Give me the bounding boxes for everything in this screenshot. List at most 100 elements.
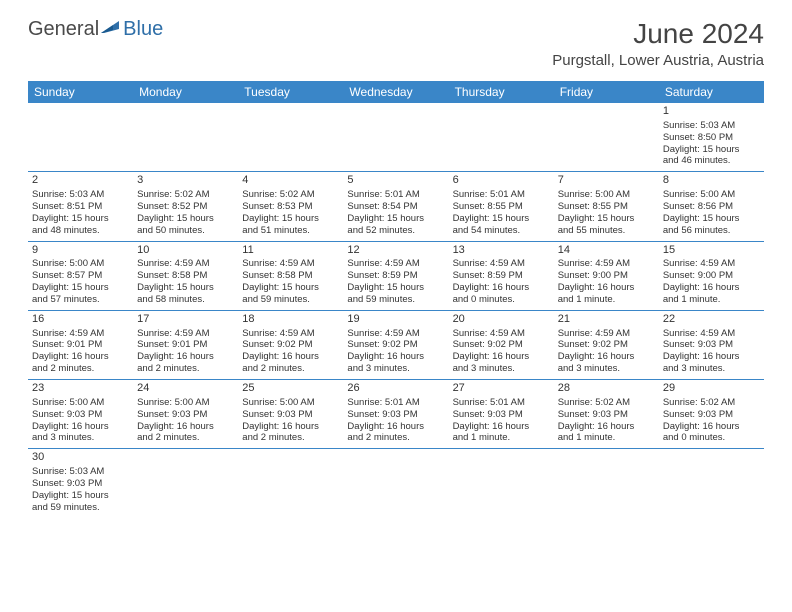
day-info-line: and 52 minutes. xyxy=(347,225,444,237)
day-info-line: and 51 minutes. xyxy=(242,225,339,237)
day-info-line: and 2 minutes. xyxy=(347,432,444,444)
day-info-line: Sunset: 8:54 PM xyxy=(347,201,444,213)
day-info-line: Sunrise: 5:01 AM xyxy=(453,189,550,201)
day-info-line: Daylight: 16 hours xyxy=(242,421,339,433)
day-number: 25 xyxy=(242,382,339,396)
day-cell: 22Sunrise: 4:59 AMSunset: 9:03 PMDayligh… xyxy=(659,311,764,379)
day-info-line: and 2 minutes. xyxy=(242,363,339,375)
day-info-line: Sunrise: 4:59 AM xyxy=(347,258,444,270)
day-number: 10 xyxy=(137,244,234,258)
day-info-line: and 46 minutes. xyxy=(663,155,760,167)
day-info-line: Daylight: 16 hours xyxy=(663,421,760,433)
page-title: June 2024 xyxy=(552,18,764,50)
logo-text-general: General xyxy=(28,18,99,41)
day-info-line: Sunrise: 5:02 AM xyxy=(242,189,339,201)
day-number: 17 xyxy=(137,313,234,327)
day-number: 1 xyxy=(663,105,760,119)
day-info-line: Sunset: 8:51 PM xyxy=(32,201,129,213)
day-cell: 6Sunrise: 5:01 AMSunset: 8:55 PMDaylight… xyxy=(449,172,554,240)
day-info-line: Sunset: 8:56 PM xyxy=(663,201,760,213)
day-cell: 28Sunrise: 5:02 AMSunset: 9:03 PMDayligh… xyxy=(554,380,659,448)
day-info-line: Sunrise: 4:59 AM xyxy=(242,328,339,340)
day-info-line: Sunset: 9:02 PM xyxy=(347,339,444,351)
day-info-line: Sunrise: 4:59 AM xyxy=(242,258,339,270)
day-info-line: Daylight: 15 hours xyxy=(558,213,655,225)
day-cell: 1Sunrise: 5:03 AMSunset: 8:50 PMDaylight… xyxy=(659,103,764,171)
week-row: 30Sunrise: 5:03 AMSunset: 9:03 PMDayligh… xyxy=(28,449,764,517)
day-cell: 8Sunrise: 5:00 AMSunset: 8:56 PMDaylight… xyxy=(659,172,764,240)
day-info-line: Sunrise: 5:03 AM xyxy=(32,189,129,201)
day-info-line: Daylight: 16 hours xyxy=(558,282,655,294)
day-info-line: Sunset: 9:03 PM xyxy=(663,409,760,421)
day-info-line: Sunrise: 5:01 AM xyxy=(347,189,444,201)
day-info-line: Sunset: 9:03 PM xyxy=(453,409,550,421)
day-info-line: Sunset: 8:53 PM xyxy=(242,201,339,213)
day-info-line: Daylight: 15 hours xyxy=(453,213,550,225)
logo-text-blue: Blue xyxy=(123,18,163,41)
day-info-line: Sunset: 9:03 PM xyxy=(663,339,760,351)
day-info-line: Sunrise: 4:59 AM xyxy=(558,258,655,270)
day-info-line: and 55 minutes. xyxy=(558,225,655,237)
day-info-line: Daylight: 15 hours xyxy=(137,213,234,225)
day-info-line: Daylight: 16 hours xyxy=(347,351,444,363)
day-info-line: and 48 minutes. xyxy=(32,225,129,237)
day-info-line: Sunset: 9:02 PM xyxy=(242,339,339,351)
week-row: 16Sunrise: 4:59 AMSunset: 9:01 PMDayligh… xyxy=(28,311,764,380)
day-cell: 15Sunrise: 4:59 AMSunset: 9:00 PMDayligh… xyxy=(659,242,764,310)
empty-cell xyxy=(238,449,343,517)
day-cell: 25Sunrise: 5:00 AMSunset: 9:03 PMDayligh… xyxy=(238,380,343,448)
day-info-line: Sunrise: 5:03 AM xyxy=(663,120,760,132)
day-info-line: and 3 minutes. xyxy=(558,363,655,375)
day-info-line: and 2 minutes. xyxy=(32,363,129,375)
day-number: 18 xyxy=(242,313,339,327)
day-header-saturday: Saturday xyxy=(659,81,764,103)
day-info-line: Sunrise: 5:03 AM xyxy=(32,466,129,478)
day-info-line: Sunrise: 4:59 AM xyxy=(453,258,550,270)
day-info-line: and 1 minute. xyxy=(453,432,550,444)
day-cell: 9Sunrise: 5:00 AMSunset: 8:57 PMDaylight… xyxy=(28,242,133,310)
day-info-line: Daylight: 15 hours xyxy=(663,144,760,156)
day-info-line: Daylight: 15 hours xyxy=(32,213,129,225)
day-info-line: Sunset: 9:03 PM xyxy=(32,478,129,490)
day-info-line: Daylight: 16 hours xyxy=(453,351,550,363)
day-info-line: Sunset: 9:03 PM xyxy=(32,409,129,421)
day-cell: 18Sunrise: 4:59 AMSunset: 9:02 PMDayligh… xyxy=(238,311,343,379)
title-block: June 2024 Purgstall, Lower Austria, Aust… xyxy=(552,18,764,69)
day-header-sunday: Sunday xyxy=(28,81,133,103)
week-row: 1Sunrise: 5:03 AMSunset: 8:50 PMDaylight… xyxy=(28,103,764,172)
empty-cell xyxy=(449,103,554,171)
week-row: 23Sunrise: 5:00 AMSunset: 9:03 PMDayligh… xyxy=(28,380,764,449)
day-number: 8 xyxy=(663,174,760,188)
day-info-line: Sunrise: 4:59 AM xyxy=(137,328,234,340)
header: General Blue June 2024 Purgstall, Lower … xyxy=(0,0,792,75)
day-cell: 14Sunrise: 4:59 AMSunset: 9:00 PMDayligh… xyxy=(554,242,659,310)
day-info-line: and 59 minutes. xyxy=(242,294,339,306)
day-info-line: Daylight: 15 hours xyxy=(32,282,129,294)
location-text: Purgstall, Lower Austria, Austria xyxy=(552,52,764,69)
day-number: 20 xyxy=(453,313,550,327)
day-number: 24 xyxy=(137,382,234,396)
empty-cell xyxy=(133,449,238,517)
empty-cell xyxy=(554,449,659,517)
day-info-line: and 54 minutes. xyxy=(453,225,550,237)
day-number: 12 xyxy=(347,244,444,258)
empty-cell xyxy=(343,449,448,517)
day-cell: 5Sunrise: 5:01 AMSunset: 8:54 PMDaylight… xyxy=(343,172,448,240)
day-cell: 3Sunrise: 5:02 AMSunset: 8:52 PMDaylight… xyxy=(133,172,238,240)
empty-cell xyxy=(343,103,448,171)
day-cell: 4Sunrise: 5:02 AMSunset: 8:53 PMDaylight… xyxy=(238,172,343,240)
day-info-line: Sunrise: 5:02 AM xyxy=(663,397,760,409)
day-number: 22 xyxy=(663,313,760,327)
day-info-line: Sunrise: 5:00 AM xyxy=(32,397,129,409)
day-cell: 16Sunrise: 4:59 AMSunset: 9:01 PMDayligh… xyxy=(28,311,133,379)
day-cell: 20Sunrise: 4:59 AMSunset: 9:02 PMDayligh… xyxy=(449,311,554,379)
day-info-line: Daylight: 16 hours xyxy=(242,351,339,363)
day-info-line: and 1 minute. xyxy=(663,294,760,306)
day-number: 2 xyxy=(32,174,129,188)
day-number: 30 xyxy=(32,451,129,465)
calendar: SundayMondayTuesdayWednesdayThursdayFrid… xyxy=(28,81,764,518)
day-info-line: and 58 minutes. xyxy=(137,294,234,306)
day-cell: 21Sunrise: 4:59 AMSunset: 9:02 PMDayligh… xyxy=(554,311,659,379)
empty-cell xyxy=(659,449,764,517)
day-info-line: Sunrise: 5:00 AM xyxy=(558,189,655,201)
